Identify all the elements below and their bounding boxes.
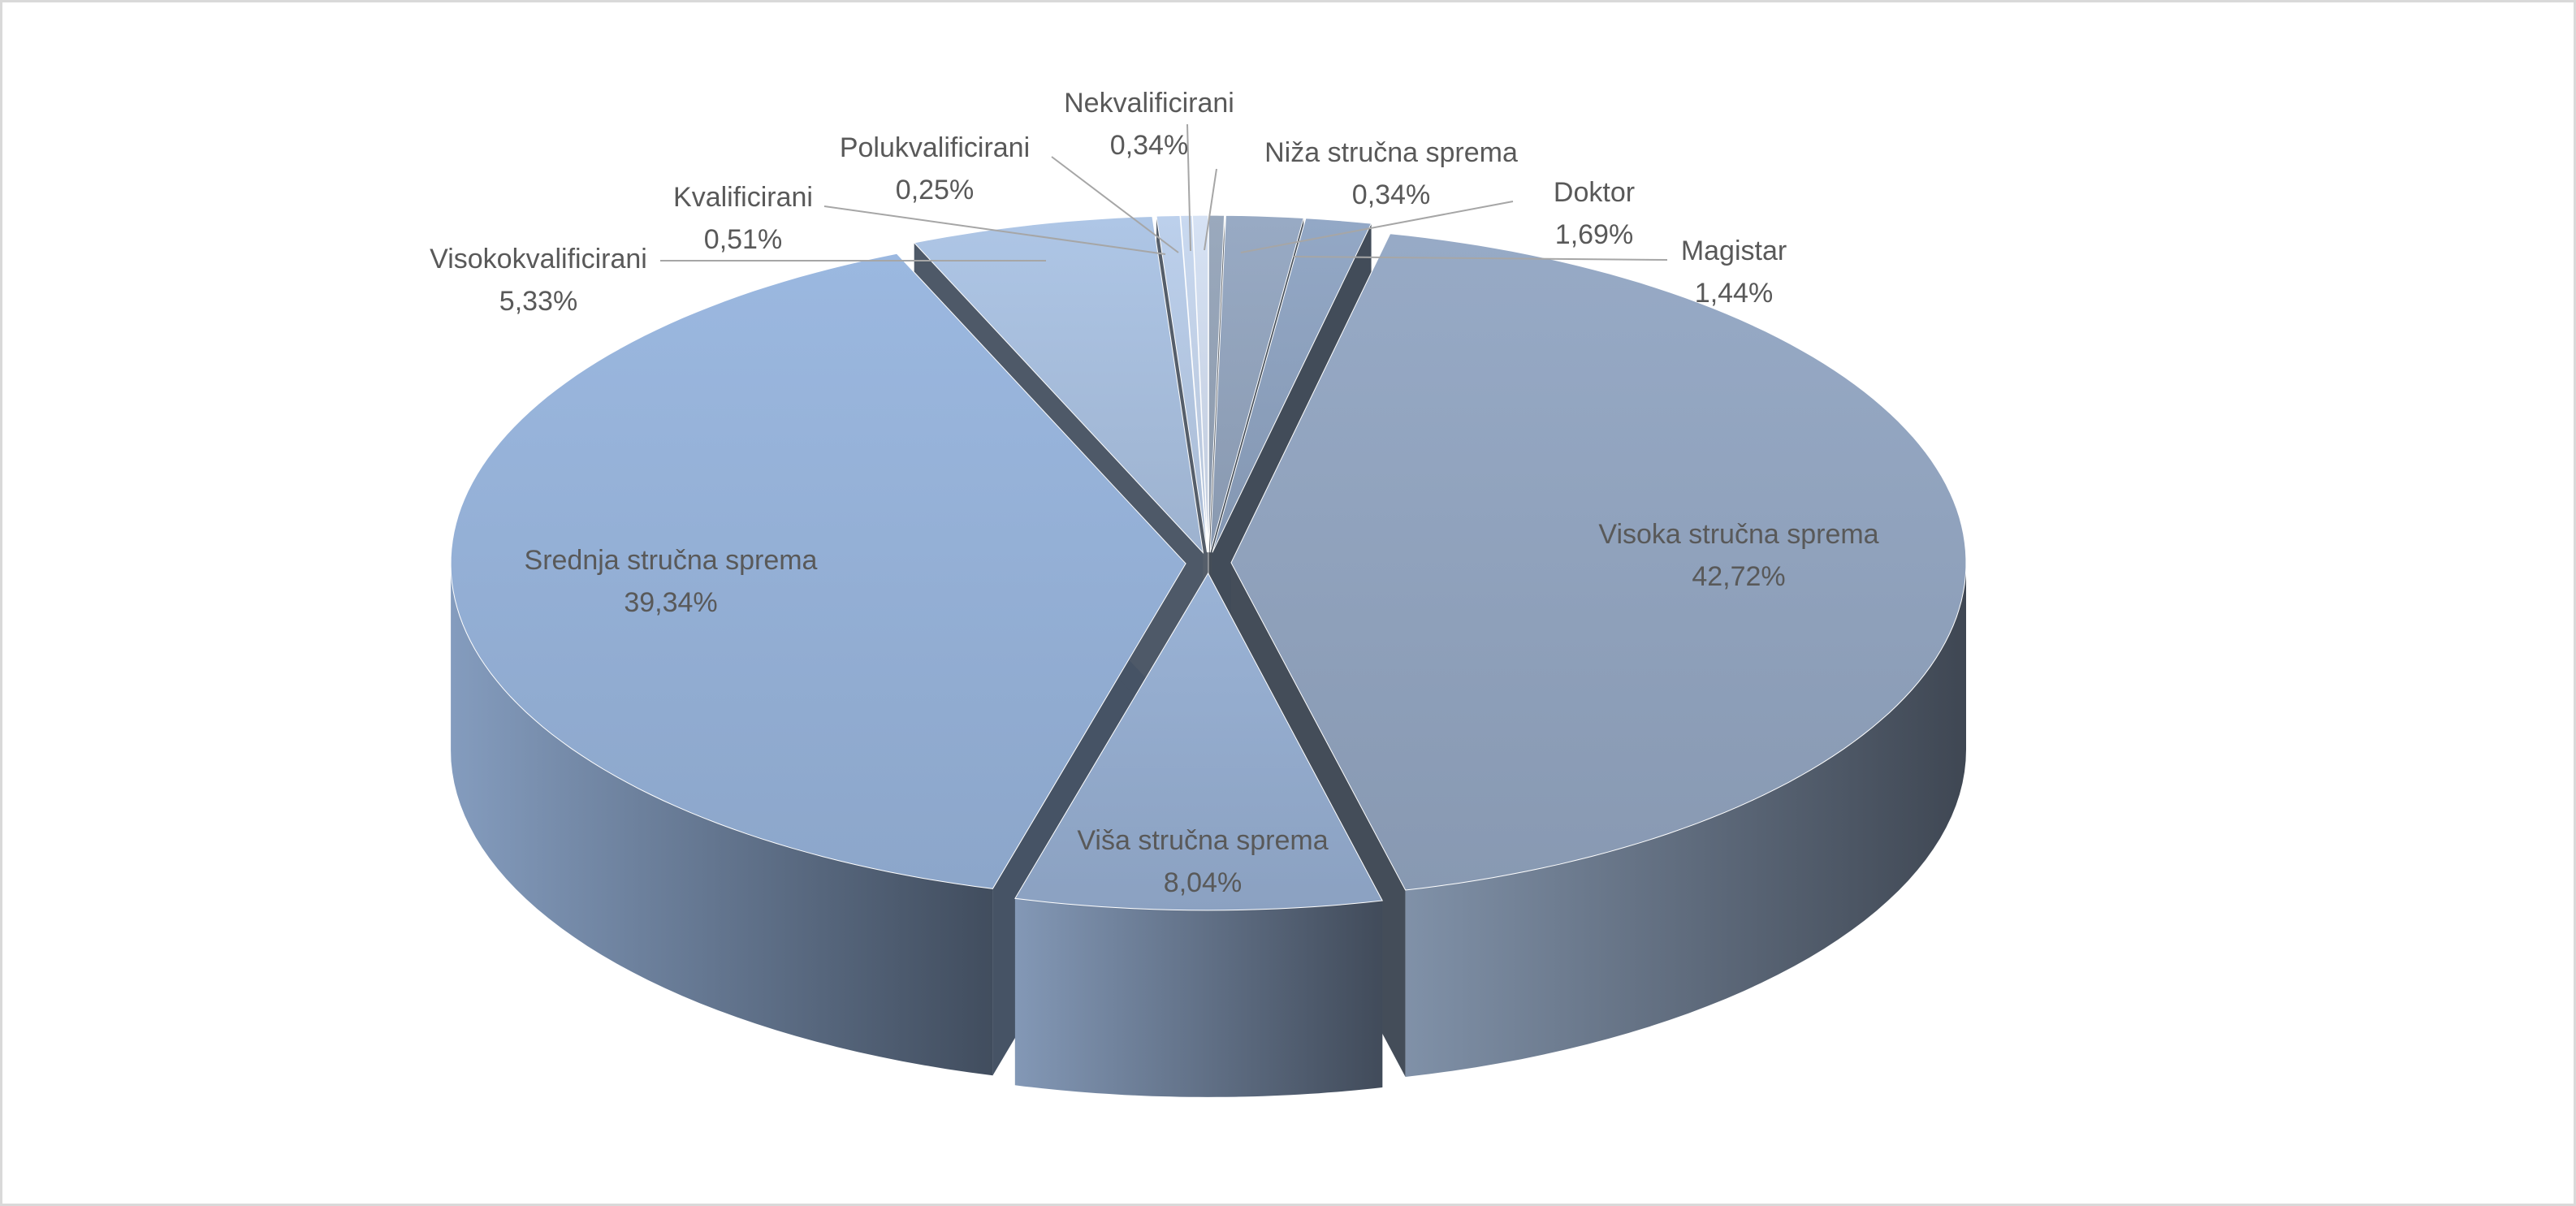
pie-slice-5 bbox=[450, 253, 1186, 889]
pie-slice-side bbox=[451, 563, 993, 1076]
slice-label: Visoka stručna sprema bbox=[1598, 519, 1878, 550]
slice-percent: 0,51% bbox=[704, 224, 782, 255]
slice-percent: 8,04% bbox=[1164, 867, 1242, 898]
pie-slice-0 bbox=[1208, 214, 1225, 553]
pie-slice-9 bbox=[1191, 214, 1209, 553]
slice-label: Kvalificirani bbox=[673, 182, 813, 213]
slice-label: Nekvalificirani bbox=[1064, 88, 1234, 119]
slice-label: Srednja stručna sprema bbox=[525, 545, 818, 576]
slice-label: Magistar bbox=[1681, 236, 1787, 266]
leader-line bbox=[1293, 256, 1668, 261]
slice-label: Doktor bbox=[1554, 177, 1635, 208]
slice-percent: 1,44% bbox=[1695, 278, 1773, 309]
leader-line bbox=[1240, 201, 1514, 253]
slice-percent: 42,72% bbox=[1692, 561, 1785, 592]
pie-data-labels: Niža stručna sprema 0,34% Doktor 1,69% Magis… bbox=[430, 88, 1879, 898]
slice-label: Viša stručna sprema bbox=[1077, 825, 1328, 856]
pie-slice-3 bbox=[1230, 233, 1967, 891]
slice-percent: 0,34% bbox=[1352, 179, 1430, 210]
slice-label: Niža stručna sprema bbox=[1264, 137, 1518, 168]
slice-percent: 39,34% bbox=[624, 587, 717, 618]
slice-percent: 0,25% bbox=[896, 175, 974, 205]
slice-label: Polukvalificirani bbox=[840, 132, 1030, 163]
leader-line bbox=[1204, 168, 1217, 251]
pie-slice-1 bbox=[1209, 214, 1304, 553]
pie-slice-side bbox=[1405, 562, 1966, 1077]
pie-slice-7 bbox=[1156, 214, 1208, 553]
leader-line bbox=[1186, 123, 1191, 252]
pie-slice-4 bbox=[1014, 572, 1383, 911]
pie-slice-side bbox=[1014, 898, 1383, 1097]
slice-label: Visokokvalificirani bbox=[430, 244, 647, 274]
leader-line bbox=[1051, 156, 1179, 253]
pie-slice-2 bbox=[1212, 218, 1372, 553]
slice-percent: 1,69% bbox=[1555, 219, 1633, 250]
pie-top-faces bbox=[450, 214, 1967, 911]
leader-line bbox=[823, 205, 1166, 255]
pie-slice-6 bbox=[913, 215, 1204, 555]
slice-percent: 5,33% bbox=[499, 286, 577, 317]
slice-percent: 0,34% bbox=[1110, 130, 1188, 161]
